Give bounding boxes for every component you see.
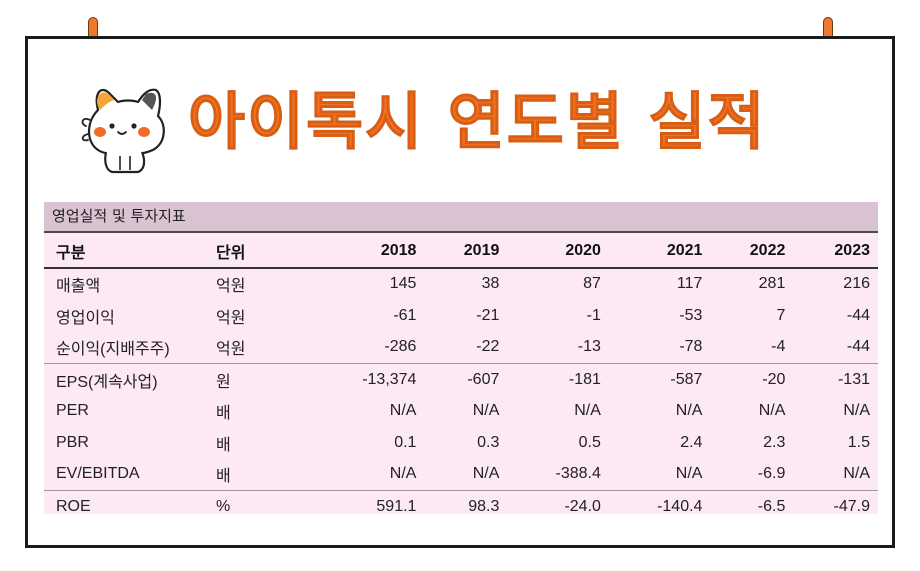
table-row: 영업이익 억원 -61 -21 -1 -53 7 -44 [44, 300, 878, 332]
table-cell: 2.3 [763, 433, 786, 451]
table-cell: -4 [771, 338, 786, 356]
table-cell: N/A [574, 402, 601, 420]
table-row: PER 배 N/A N/A N/A N/A N/A N/A [44, 396, 878, 428]
table-cell: N/A [389, 402, 417, 420]
table-cell: -286 [384, 338, 417, 356]
table-cell: -20 [762, 370, 786, 388]
table-cell: -607 [467, 370, 500, 388]
table-cell: -388.4 [555, 465, 601, 483]
table-row: ROE % 591.1 98.3 -24.0 -140.4 -6.5 -47.9 [44, 491, 878, 523]
row-label: 영업이익 [56, 309, 115, 327]
table-cell: -61 [393, 306, 417, 324]
table-cell: 87 [583, 275, 601, 293]
table-cell: N/A [675, 465, 703, 483]
table-cell: -53 [679, 306, 703, 324]
table-cell: N/A [675, 402, 703, 420]
table-header-row: 구분 단위 2018 2019 2020 2021 2022 2023 [44, 235, 878, 268]
row-unit: 원 [216, 373, 231, 391]
table-row: PBR 배 0.1 0.3 0.5 2.4 2.3 1.5 [44, 427, 878, 459]
row-unit: 배 [216, 436, 231, 454]
table-cell: N/A [843, 465, 870, 483]
table-cell: N/A [843, 402, 870, 420]
table-cell: -13,374 [362, 370, 417, 388]
table-cell: N/A [389, 465, 417, 483]
table-cell: -44 [846, 338, 870, 356]
row-unit: 배 [216, 405, 231, 423]
table-cell: N/A [472, 402, 500, 420]
table-cell: 38 [481, 275, 500, 293]
table-cell: 216 [843, 275, 870, 293]
table-cell: 145 [389, 275, 417, 293]
row-unit: 배 [216, 468, 231, 486]
header-year: 2018 [380, 241, 417, 259]
header-unit: 단위 [216, 244, 246, 262]
table-cell: -6.9 [757, 465, 786, 483]
row-unit: 억원 [216, 309, 246, 327]
table-row: EPS(계속사업) 원 -13,374 -607 -181 -587 -20 -… [44, 364, 878, 396]
table-cell: 117 [676, 275, 703, 293]
table-cell: 98.3 [468, 497, 500, 515]
header-year: 2022 [749, 241, 786, 259]
table-cell: -44 [846, 306, 870, 324]
table-cell: -47.9 [833, 497, 870, 515]
table-cell: -21 [476, 306, 500, 324]
row-label: EPS(계속사업) [56, 373, 158, 391]
table-cell: -22 [476, 338, 500, 356]
header-year: 2020 [565, 241, 601, 259]
row-label: EV/EBITDA [56, 465, 140, 483]
table-cell: N/A [758, 402, 786, 420]
table-cell: -78 [679, 338, 703, 356]
row-unit: 억원 [216, 278, 246, 296]
table-row: 매출액 억원 145 38 87 117 281 216 [44, 268, 878, 301]
table-cell: 0.3 [477, 433, 500, 451]
table-cell: 0.5 [578, 433, 601, 451]
table-cell: -13 [577, 338, 601, 356]
table-cell: 2.4 [680, 433, 703, 451]
page-title: 아이톡시 연도별 실적 [188, 85, 767, 159]
row-label: 순이익(지배주주) [56, 341, 170, 359]
table-cell: -140.4 [657, 497, 703, 515]
financial-table-panel: 영업실적 및 투자지표 구분 단위 2018 2019 2020 2021 20… [44, 202, 878, 515]
table-cell: 281 [758, 275, 786, 293]
row-unit: 억원 [216, 341, 246, 359]
row-label: PBR [56, 433, 89, 451]
table-cell: 1.5 [847, 433, 870, 451]
row-unit: % [216, 497, 231, 515]
table-cell: -587 [670, 370, 703, 388]
table-cell: N/A [472, 465, 500, 483]
row-label: 매출액 [56, 278, 101, 296]
table-cell: 7 [776, 306, 786, 324]
table-cell: 0.1 [394, 433, 417, 451]
table-cell: -131 [837, 370, 870, 388]
table-cell: 591.1 [376, 497, 417, 515]
table-caption: 영업실적 및 투자지표 [44, 202, 878, 233]
row-label: PER [56, 402, 89, 420]
table-cell: -181 [568, 370, 601, 388]
table-cell: -6.5 [757, 497, 786, 515]
table-cell: -1 [586, 306, 601, 324]
header-year: 2021 [666, 241, 703, 259]
header-year: 2023 [834, 241, 870, 259]
financial-table: 구분 단위 2018 2019 2020 2021 2022 2023 매출액 … [44, 235, 878, 523]
table-cell: -24.0 [564, 497, 601, 515]
table-row: EV/EBITDA 배 N/A N/A -388.4 N/A -6.9 N/A [44, 459, 878, 491]
table-row: 순이익(지배주주) 억원 -286 -22 -13 -78 -4 -44 [44, 332, 878, 364]
header-year: 2019 [463, 241, 500, 259]
row-label: ROE [56, 497, 91, 515]
cat-mascot-icon [81, 88, 165, 174]
header-item: 구분 [56, 244, 86, 262]
